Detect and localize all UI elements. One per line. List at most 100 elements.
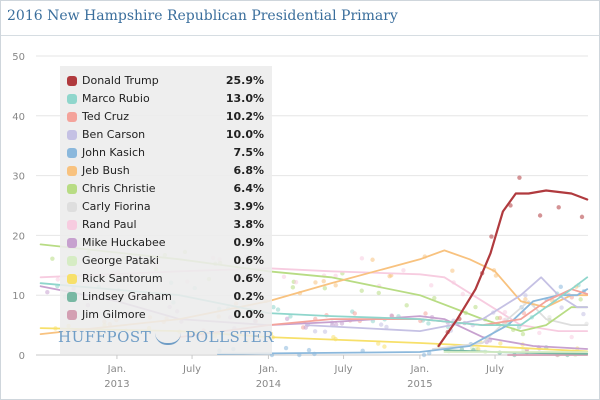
poll-dot xyxy=(489,234,494,239)
legend-series-name: John Kasich xyxy=(82,146,145,159)
legend-series-name: Mike Huckabee xyxy=(82,236,166,249)
legend-swatch xyxy=(67,166,77,176)
x-tick-label: Jan. xyxy=(107,364,127,375)
legend-item[interactable]: Ted Cruz 10.2% xyxy=(60,108,272,126)
x-tick-label: Jan. xyxy=(258,364,278,375)
poll-dot xyxy=(579,214,585,220)
legend-series-value: 0.0% xyxy=(233,308,264,321)
legend-item[interactable]: John Kasich 7.5% xyxy=(60,144,272,162)
legend-swatch xyxy=(67,292,77,302)
legend-swatch xyxy=(67,130,77,140)
poll-dot xyxy=(55,277,60,282)
legend-item[interactable]: Marco Rubio 13.0% xyxy=(60,90,272,108)
legend-item[interactable]: George Pataki 0.6% xyxy=(60,252,272,270)
poll-dot xyxy=(271,304,276,310)
poll-dot xyxy=(281,274,287,280)
legend-item[interactable]: Mike Huckabee 0.9% xyxy=(60,234,272,252)
legend-series-name: Jeb Bush xyxy=(82,164,130,177)
poll-dot xyxy=(476,346,481,352)
poll-dot xyxy=(426,321,431,326)
poll-dot xyxy=(331,335,336,340)
poll-dot xyxy=(581,311,586,317)
poll-dot xyxy=(322,286,328,291)
poll-dot xyxy=(404,303,409,308)
poll-dot xyxy=(312,329,318,334)
poll-dot xyxy=(423,311,428,316)
legend-series-value: 6.4% xyxy=(233,182,264,195)
poll-dot xyxy=(306,347,312,353)
poll-dot xyxy=(352,311,357,316)
legend-series-name: George Pataki xyxy=(82,254,159,267)
legend-series-name: Lindsey Graham xyxy=(82,290,172,303)
poll-dot xyxy=(450,268,455,273)
watermark-left: HUFFPOST xyxy=(58,328,152,346)
legend-series-name: Donald Trump xyxy=(82,74,159,87)
poll-dot xyxy=(293,279,299,285)
poll-dot xyxy=(389,273,394,278)
poll-dot xyxy=(558,284,563,290)
poll-dot xyxy=(370,257,375,262)
y-tick-label: 10 xyxy=(12,291,25,302)
poll-dot xyxy=(537,213,543,218)
poll-dot xyxy=(556,205,561,210)
legend-series-value: 0.9% xyxy=(233,236,264,249)
legend-swatch xyxy=(67,220,77,230)
legend-item[interactable]: Donald Trump 25.9% xyxy=(60,72,272,90)
poll-dot xyxy=(547,315,552,320)
poll-dot xyxy=(429,283,434,288)
legend-series-value: 25.9% xyxy=(225,74,264,87)
legend-series-value: 10.0% xyxy=(225,128,264,141)
swoosh-icon xyxy=(155,331,182,345)
legend-series-value: 0.6% xyxy=(233,272,264,285)
legend-item[interactable]: Jeb Bush 6.8% xyxy=(60,162,272,180)
legend-series-name: Carly Fiorina xyxy=(82,200,151,213)
poll-dot xyxy=(376,341,381,346)
title-divider xyxy=(1,35,599,36)
legend-item[interactable]: Chris Christie 6.4% xyxy=(60,180,272,198)
legend-series-name: Ben Carson xyxy=(82,128,146,141)
legend-item[interactable]: Ben Carson 10.0% xyxy=(60,126,272,144)
poll-dot xyxy=(569,334,574,340)
legend-series-value: 10.2% xyxy=(225,110,264,123)
poll-dot xyxy=(401,268,406,273)
x-tick-label: July xyxy=(485,364,504,375)
poll-dot xyxy=(578,297,583,302)
poll-dot xyxy=(378,322,384,327)
legend-series-name: Ted Cruz xyxy=(82,110,130,123)
legend-series-value: 3.8% xyxy=(233,218,264,231)
y-tick-label: 30 xyxy=(12,172,25,183)
legend-swatch xyxy=(67,274,77,284)
y-tick-labels: 0 10 20 30 40 50 xyxy=(12,52,25,362)
legend-item[interactable]: Rand Paul 3.8% xyxy=(60,216,272,234)
legend-item[interactable]: Jim Gilmore 0.0% xyxy=(60,306,272,324)
legend-swatch xyxy=(67,202,77,212)
x-tick-label: July xyxy=(182,364,201,375)
poll-dot xyxy=(473,304,478,310)
legend-series-value: 0.2% xyxy=(233,290,264,303)
watermark-right: POLLSTER xyxy=(185,328,275,346)
legend-item[interactable]: Rick Santorum 0.6% xyxy=(60,270,272,288)
x-tick-label: July xyxy=(334,364,353,375)
legend-series-value: 6.8% xyxy=(233,164,264,177)
poll-dot xyxy=(559,305,564,310)
poll-dot xyxy=(498,341,503,346)
legend-series-name: Rand Paul xyxy=(82,218,137,231)
pollster-watermark: HUFFPOST POLLSTER xyxy=(58,328,274,346)
poll-dot xyxy=(376,290,381,296)
poll-dot xyxy=(517,175,522,180)
poll-dot xyxy=(523,293,528,298)
poll-dot xyxy=(290,285,296,290)
x-tick-year: 2015 xyxy=(407,379,432,390)
poll-dot xyxy=(426,351,432,356)
legend-item[interactable]: Carly Fiorina 3.9% xyxy=(60,198,272,216)
poll-dot xyxy=(45,290,50,295)
legend-item[interactable]: Lindsey Graham 0.2% xyxy=(60,288,272,306)
series-line xyxy=(216,288,589,355)
x-tick-year: 2014 xyxy=(256,379,281,390)
legend-swatch xyxy=(67,238,77,248)
poll-dot xyxy=(339,321,345,326)
poll-dot xyxy=(275,307,281,312)
legend-swatch xyxy=(67,94,77,104)
legend: Donald Trump 25.9% Marco Rubio 13.0% Ted Cru… xyxy=(60,66,272,354)
legend-series-value: 13.0% xyxy=(225,92,264,105)
